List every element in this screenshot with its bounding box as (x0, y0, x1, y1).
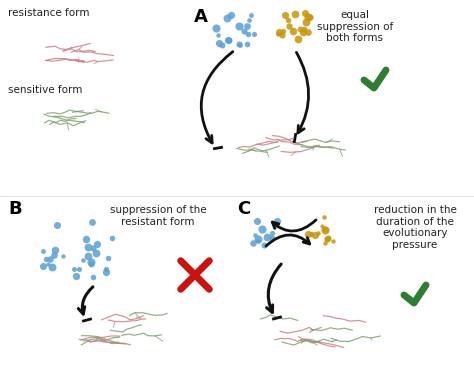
Text: suppression of the
resistant form: suppression of the resistant form (109, 205, 206, 227)
Text: B: B (8, 200, 22, 218)
Text: C: C (237, 200, 250, 218)
Text: reduction in the
duration of the
evolutionary
pressure: reduction in the duration of the evoluti… (374, 205, 456, 250)
Text: sensitive form: sensitive form (8, 85, 82, 95)
Text: A: A (194, 8, 208, 26)
Text: equal
suppression of
both forms: equal suppression of both forms (317, 10, 393, 43)
Text: resistance form: resistance form (8, 8, 90, 18)
